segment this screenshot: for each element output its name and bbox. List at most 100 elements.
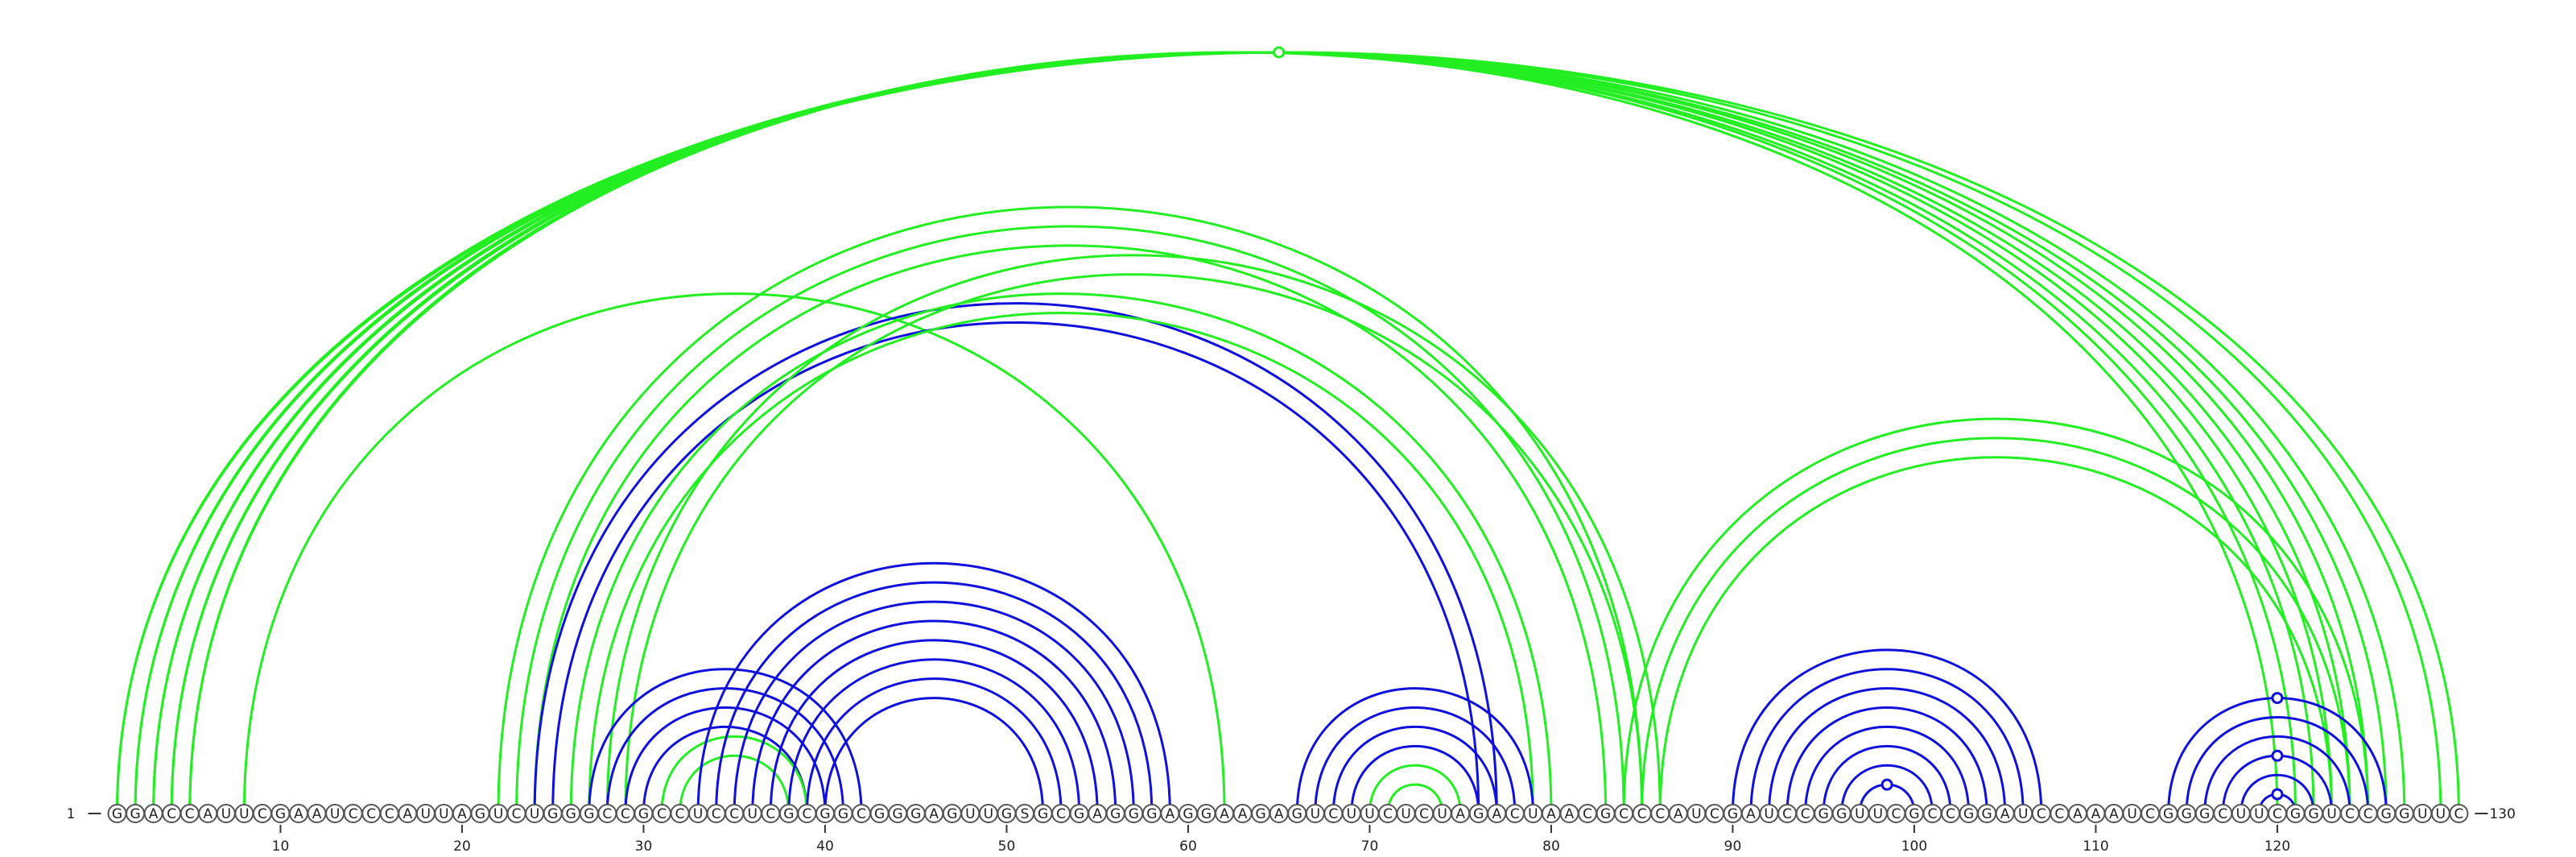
nucleotide-letter: A [2109, 806, 2119, 822]
nucleotide-letter: C [2454, 806, 2464, 822]
nucleotide-letter: U [1873, 806, 1883, 822]
nucleotide-letter: G [819, 806, 830, 822]
nucleotide-letter: G [2163, 806, 2174, 822]
arc-blue-34-58 [715, 581, 1154, 814]
nucleotide-letter: C [1056, 806, 1066, 822]
nucleotide-letter: G [1110, 806, 1121, 822]
arc-green-85-124 [1641, 437, 2351, 814]
nucleotide-letter: A [1238, 806, 1248, 822]
arc-blue-37-55 [769, 639, 1099, 814]
arc-green-27-79 [588, 312, 1534, 814]
nucleotide-letter: C [366, 806, 376, 822]
arc-green-70-75 [1368, 764, 1462, 814]
nucleotide-letter: C [1583, 806, 1592, 822]
nucleotide-circle [2449, 804, 2469, 823]
arc-blue-95-102 [1822, 744, 1952, 814]
nucleotide-letter: C [385, 806, 394, 822]
sequence-backbone: 1 130 [67, 806, 2516, 822]
nucleotide-letter: C [1801, 806, 1810, 822]
nucleotide-letter: G [1473, 806, 1484, 822]
nucleotide-letter: U [239, 806, 249, 822]
nucleotide-letter: C [1655, 806, 1665, 822]
nucleotide-letter: C [2218, 806, 2227, 822]
nucleotide-letter: C [1928, 806, 1938, 822]
nucleotide-letter: G [2381, 806, 2392, 822]
arc-green-31-39 [660, 735, 808, 814]
arc-blue-90-107 [1731, 648, 2043, 814]
nucleotide-letter: G [584, 806, 594, 822]
arc-blue-24-77 [533, 302, 1498, 814]
nucleotide-letter: C [512, 806, 522, 822]
nucleotide-letter: G [783, 806, 794, 822]
arc-blue-67-78 [1314, 706, 1517, 814]
marker-blue-119-121 [2271, 788, 2284, 801]
nucleotide-letter: C [185, 806, 195, 822]
nucleotide-letter: G [1129, 806, 1139, 822]
nucleotide-letter: U [1311, 806, 1320, 822]
nucleotide-letter: A [1220, 806, 1229, 822]
nucleotide-letter: G [566, 806, 576, 822]
nucleotide-letter: A [1546, 806, 1556, 822]
nucleotide-letter: U [1764, 806, 1773, 822]
nucleotide-letter: C [675, 806, 685, 822]
nucleotide-letter: U [493, 806, 503, 822]
nucleotide-letter: A [1274, 806, 1284, 822]
nucleotide-letter: C [1419, 806, 1429, 822]
nucleotide-letter: U [2018, 806, 2028, 822]
nucleotide-letter: G [2199, 806, 2210, 822]
marker-blue-97-100 [1880, 778, 1893, 791]
nucleotide-letter: C [1891, 806, 1901, 822]
nucleotide-letter: G [1982, 806, 1992, 822]
tick-label-90: 90 [1724, 838, 1742, 855]
arc-green-29-85 [624, 273, 1644, 814]
tick-label-20: 20 [453, 838, 471, 855]
tick-label-120: 120 [2264, 838, 2290, 855]
nucleotide-letter: G [947, 806, 957, 822]
end-position-label: 130 [2489, 806, 2515, 822]
nucleotide-letter: G [910, 806, 921, 822]
nucleotide-letter: U [421, 806, 431, 822]
nucleotide-letter: G [2290, 806, 2301, 822]
arc-blue-94-103 [1804, 726, 1971, 814]
arc-green-1-130 [116, 51, 2460, 814]
nucleotide-letter: G [893, 806, 903, 822]
nucleotide-letter: C [1637, 806, 1647, 822]
nucleotide-letter: G [1818, 806, 1829, 822]
nucleotide-letter: U [1364, 806, 1374, 822]
nucleotide-letter: G [1001, 806, 1012, 822]
nucleotide-letter: U [2254, 806, 2264, 822]
nucleotide-letter: C [1383, 806, 1393, 822]
tick-label-50: 50 [998, 838, 1016, 855]
base-pair-arcs [116, 51, 2460, 814]
arc-blue-93-104 [1785, 706, 1988, 814]
nucleotide-letter: C [621, 806, 630, 822]
nucleotide-letter: G [838, 806, 848, 822]
arc-blue-40-52 [824, 697, 1045, 814]
arc-blue-92-105 [1768, 687, 2007, 814]
nucleotide-letter: G [1146, 806, 1157, 822]
nucleotide-letter: G [638, 806, 649, 822]
nucleotide-letter: G [1183, 806, 1193, 822]
marker-blue-117-123 [2271, 749, 2284, 762]
nucleotide-letter: U [693, 806, 703, 822]
arc-green-86-123 [1658, 456, 2334, 814]
arc-green-2-126 [134, 51, 2388, 814]
nucleotide-letter: U [1528, 806, 1538, 822]
nucleotide-letter: A [1092, 806, 1102, 822]
arc-blue-38-54 [787, 658, 1081, 814]
arc-blue-36-56 [751, 619, 1117, 814]
arc-green-71-74 [1386, 783, 1444, 814]
nucleotide-letter: G [2308, 806, 2318, 822]
nucleotide-letter: U [1855, 806, 1864, 822]
nucleotide-letter: U [1347, 806, 1356, 822]
nucleotide-letter: G [2399, 806, 2409, 822]
nucleotide-letter: C [1946, 806, 1955, 822]
nucleotide-letter: A [312, 806, 322, 822]
nucleotide-letter: A [2073, 806, 2083, 822]
start-position-label: 1 [67, 806, 76, 822]
position-axis: 10 20 30 40 50 60 70 80 90 100 110 120 [272, 825, 2290, 855]
nucleotide-letter: C [857, 806, 866, 822]
arc-blue-25-76 [551, 321, 1480, 814]
nucleotide-letter: C [349, 806, 358, 822]
